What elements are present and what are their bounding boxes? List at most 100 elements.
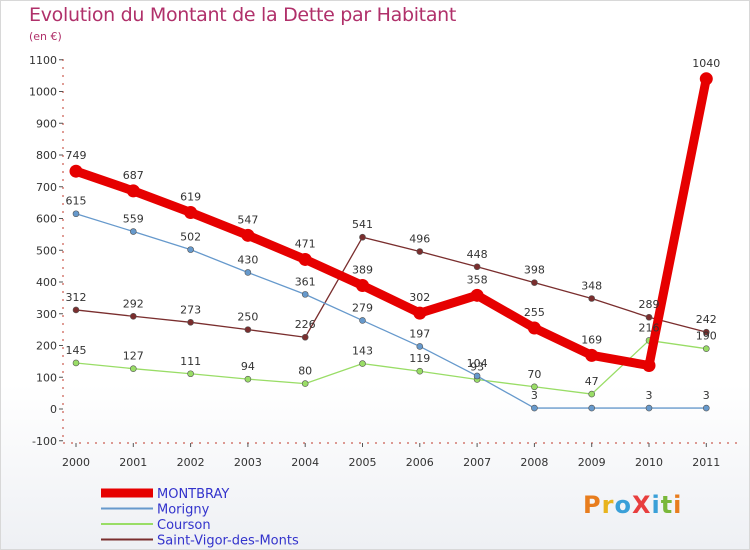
proxiti-logo: ProXiti	[583, 491, 682, 519]
logo-letter: t	[660, 491, 674, 519]
data-point	[645, 313, 653, 321]
data-label: 749	[66, 149, 87, 162]
data-label: 70	[527, 368, 541, 381]
data-point	[187, 246, 194, 253]
data-label: 302	[409, 291, 430, 304]
data-point	[699, 72, 713, 86]
data-label: 80	[298, 365, 312, 378]
data-point	[531, 404, 538, 412]
data-label: 273	[180, 303, 201, 316]
logo-letter: r	[601, 491, 615, 519]
data-point	[301, 380, 309, 387]
data-point	[241, 228, 255, 242]
data-label: 289	[639, 298, 660, 311]
data-label: 471	[295, 237, 316, 250]
data-label: 197	[409, 327, 430, 340]
x-tick-label: 2009	[578, 456, 606, 469]
data-label: 358	[467, 273, 488, 286]
y-tick-label: 400	[36, 276, 57, 289]
data-label: 496	[409, 233, 430, 246]
y-tick-label: -100	[32, 435, 57, 448]
data-label: 111	[180, 355, 201, 368]
data-point	[531, 383, 538, 391]
legend-label: Courson	[157, 518, 211, 533]
data-label: 216	[639, 321, 660, 334]
data-point	[527, 321, 541, 335]
data-label: 3	[703, 389, 710, 402]
y-tick-label: 1000	[29, 86, 57, 99]
data-label: 348	[581, 280, 602, 293]
data-point	[130, 312, 137, 320]
data-point	[184, 205, 198, 219]
data-point	[187, 319, 194, 326]
data-label: 1040	[692, 57, 720, 70]
series-line-montbray	[71, 74, 711, 371]
x-tick-label: 2003	[234, 456, 262, 469]
series-line-saint-vigor-des-monts	[75, 236, 707, 338]
data-point	[244, 269, 252, 276]
data-point	[588, 404, 596, 412]
x-tick-label: 2007	[463, 456, 491, 469]
y-tick-label: 200	[36, 340, 57, 353]
data-label: 615	[66, 195, 87, 208]
data-label: 93	[470, 360, 484, 373]
data-label: 361	[295, 275, 316, 288]
data-point	[413, 306, 427, 320]
data-point	[130, 365, 137, 372]
data-label: 619	[180, 190, 201, 203]
x-tick-label: 2008	[520, 456, 548, 469]
data-label: 312	[66, 291, 87, 304]
data-point	[416, 248, 424, 255]
data-label: 255	[524, 306, 545, 319]
data-point	[642, 359, 656, 373]
data-point	[301, 333, 309, 341]
y-tick-label: 0	[50, 403, 57, 416]
data-point	[585, 348, 599, 362]
data-point	[244, 326, 252, 333]
data-label: 448	[467, 248, 488, 261]
data-label: 47	[585, 375, 599, 388]
x-tick-label: 2000	[62, 456, 90, 469]
y-tick-label: 700	[36, 181, 57, 194]
data-label: 226	[295, 318, 316, 331]
data-point	[187, 370, 194, 378]
data-point	[356, 278, 369, 292]
data-label: 389	[352, 263, 373, 276]
data-label: 190	[696, 330, 717, 343]
y-tick-label: 500	[36, 244, 57, 257]
data-point	[359, 233, 366, 241]
y-tick-label: 900	[36, 117, 57, 130]
data-label: 292	[123, 297, 144, 310]
data-label: 3	[646, 389, 653, 402]
data-point	[702, 345, 710, 352]
data-point	[72, 210, 80, 218]
data-point	[359, 317, 366, 324]
x-tick-label: 2010	[635, 456, 663, 469]
data-label: 541	[352, 218, 373, 231]
data-point	[416, 367, 424, 375]
y-tick-label: 1100	[29, 54, 57, 67]
y-tick-label: 800	[36, 149, 57, 162]
data-point	[244, 375, 252, 383]
data-point	[69, 164, 83, 178]
data-point	[72, 306, 80, 314]
data-label: 687	[123, 169, 144, 182]
data-point	[301, 291, 309, 298]
data-label: 559	[123, 213, 144, 226]
chart-unit: (en €)	[29, 30, 62, 43]
data-point	[588, 295, 596, 302]
legend-label: MONTBRAY	[157, 487, 229, 502]
data-label: 502	[180, 231, 201, 244]
y-tick-label: 300	[36, 308, 57, 321]
data-point	[470, 288, 484, 302]
x-tick-label: 2011	[692, 456, 720, 469]
data-point	[130, 228, 137, 235]
data-point	[473, 263, 481, 271]
data-point	[416, 343, 424, 350]
y-tick-label: 600	[36, 213, 57, 226]
logo-letter: P	[583, 491, 602, 519]
data-label: 279	[352, 301, 373, 314]
data-point	[298, 252, 312, 266]
x-tick-label: 2001	[119, 456, 147, 469]
